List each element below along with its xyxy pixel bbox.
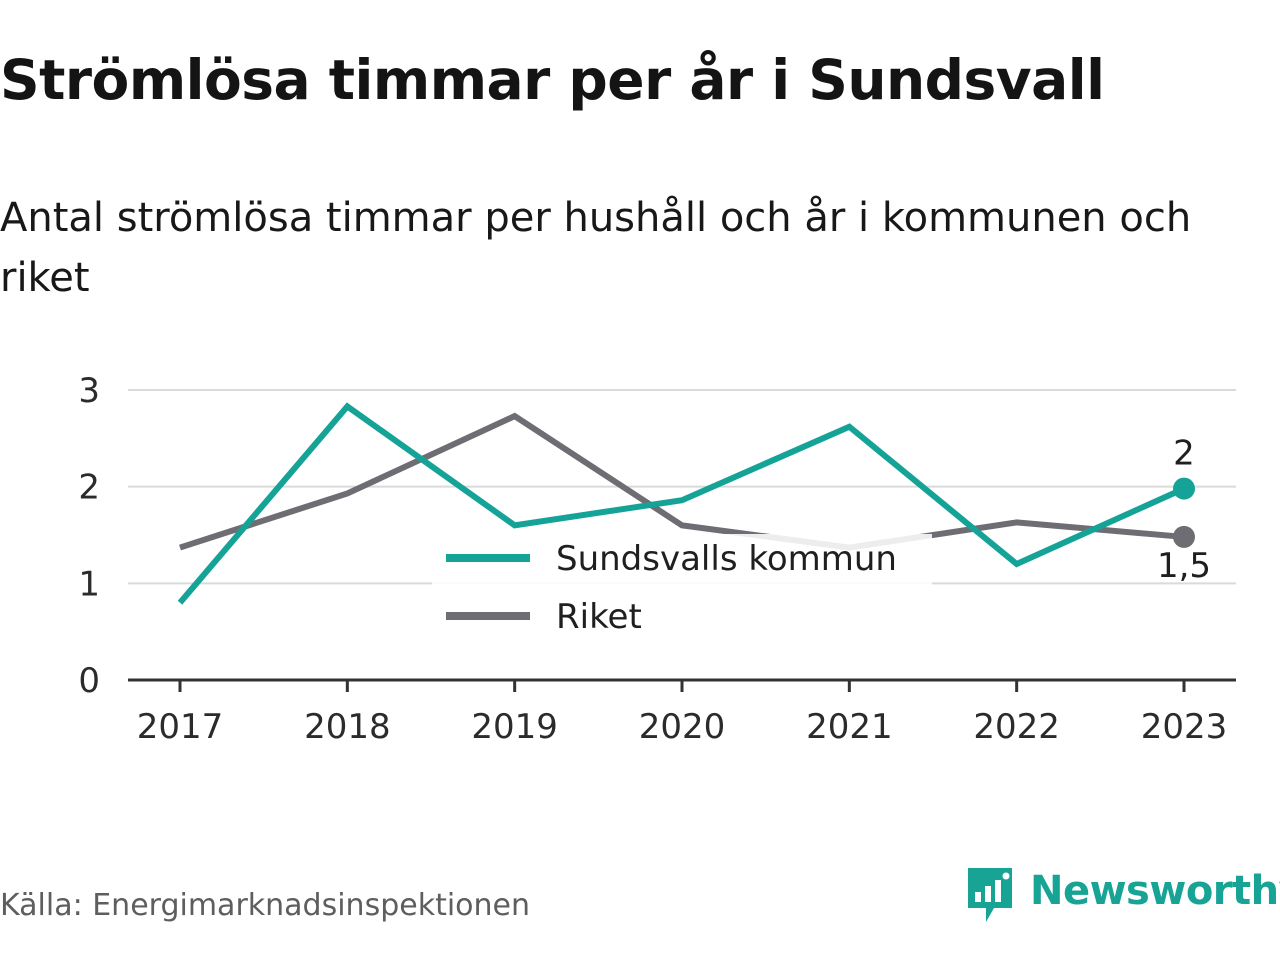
end-value-label: 1,5 xyxy=(1157,546,1211,586)
y-tick-label: 1 xyxy=(78,564,100,604)
end-markers: 21,5 xyxy=(1157,434,1211,586)
series-lines xyxy=(177,402,1186,605)
legend-background xyxy=(432,534,932,644)
brand-name: Newsworthy xyxy=(1030,868,1280,914)
series-line xyxy=(179,412,1185,551)
y-axis-tick-labels: 0 1 2 3 xyxy=(78,371,100,701)
end-marker xyxy=(1173,477,1195,500)
x-tick-label: 2021 xyxy=(806,707,893,747)
x-axis: 2017 2018 2019 2020 2021 2022 2023 xyxy=(128,678,1236,747)
newsworthy-logo-icon xyxy=(968,868,1012,922)
brand: Newsworthy xyxy=(964,864,1280,928)
x-tick-label: 2017 xyxy=(137,707,224,747)
source-note: Källa: Energimarknadsinspektionen xyxy=(0,888,531,923)
y-tick-label: 3 xyxy=(78,371,100,411)
legend-label: Sundsvalls kommun xyxy=(556,539,897,579)
x-tick-label: 2018 xyxy=(304,707,391,747)
chart-title: Strömlösa timmar per år i Sundsvall xyxy=(0,48,1105,112)
legend: Sundsvalls kommun Riket xyxy=(432,534,932,644)
y-tick-label: 2 xyxy=(78,468,100,508)
end-marker xyxy=(1173,525,1195,548)
legend-label: Riket xyxy=(556,597,642,637)
y-tick-label: 0 xyxy=(78,661,100,701)
series-line xyxy=(177,402,1186,605)
x-tick-label: 2019 xyxy=(471,707,558,747)
x-tick-label: 2022 xyxy=(973,707,1060,747)
end-value-label: 2 xyxy=(1173,434,1195,474)
x-tick-label: 2020 xyxy=(639,707,726,747)
x-tick-label: 2023 xyxy=(1141,707,1228,747)
chart-subtitle: Antal strömlösa timmar per hushåll och å… xyxy=(0,195,1192,301)
